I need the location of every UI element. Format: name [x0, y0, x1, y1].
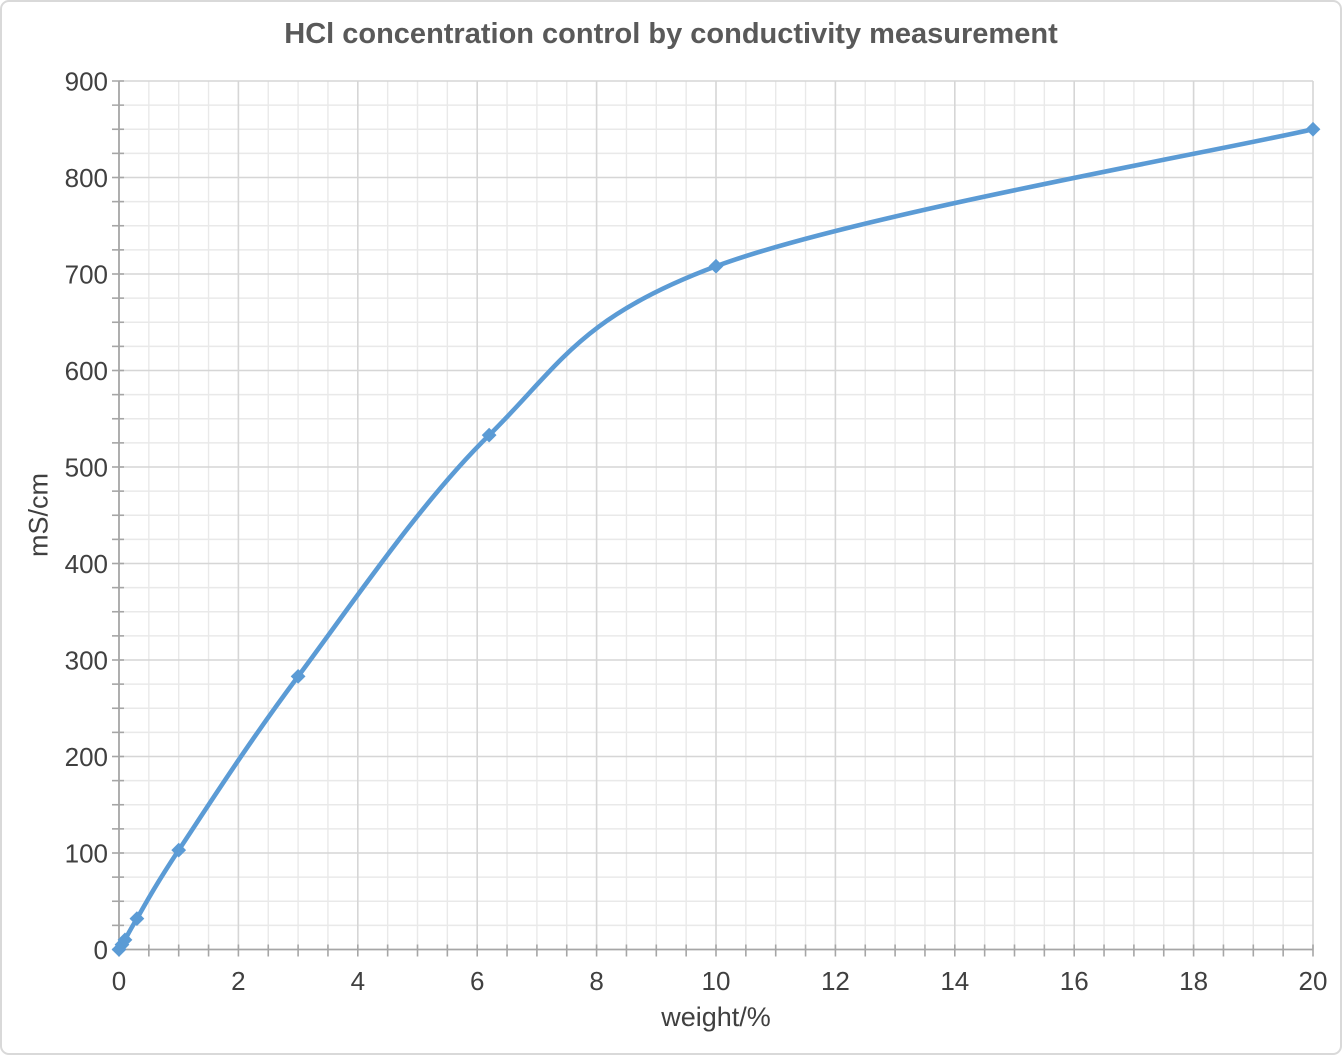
x-tick-label: 0	[112, 966, 126, 996]
x-tick-label: 16	[1060, 966, 1089, 996]
data-point-marker	[290, 669, 306, 684]
y-tick-label: 300	[65, 646, 108, 676]
x-tick-label: 10	[702, 966, 731, 996]
y-tick-label: 700	[65, 260, 108, 290]
data-point-marker	[1305, 121, 1321, 137]
x-axis-title: weight/%	[661, 1002, 771, 1032]
x-tick-label: 18	[1179, 966, 1208, 996]
x-tick-label: 14	[940, 966, 969, 996]
x-tick-label: 12	[821, 966, 850, 996]
x-tick-label: 4	[351, 966, 365, 996]
data-point-marker	[708, 258, 724, 274]
y-tick-label: 0	[94, 935, 108, 965]
x-tick-label: 8	[589, 966, 603, 996]
data-point-marker	[129, 911, 145, 927]
chart-title: HCl concentration control by conductivit…	[284, 18, 1058, 50]
y-tick-label: 100	[65, 839, 108, 869]
data-point-marker	[481, 427, 497, 443]
y-tick-label: 900	[65, 67, 108, 97]
x-tick-label: 20	[1299, 966, 1328, 996]
y-tick-label: 500	[65, 453, 108, 483]
y-axis-title: mS/cm	[23, 473, 54, 557]
y-tick-label: 800	[65, 163, 108, 193]
x-tick-label: 6	[470, 966, 484, 996]
data-point-marker	[171, 842, 187, 858]
y-tick-label: 600	[65, 356, 108, 386]
y-tick-label: 400	[65, 549, 108, 579]
data-point-marker	[117, 932, 133, 948]
x-tick-label: 2	[231, 966, 245, 996]
y-tick-label: 200	[65, 742, 108, 772]
